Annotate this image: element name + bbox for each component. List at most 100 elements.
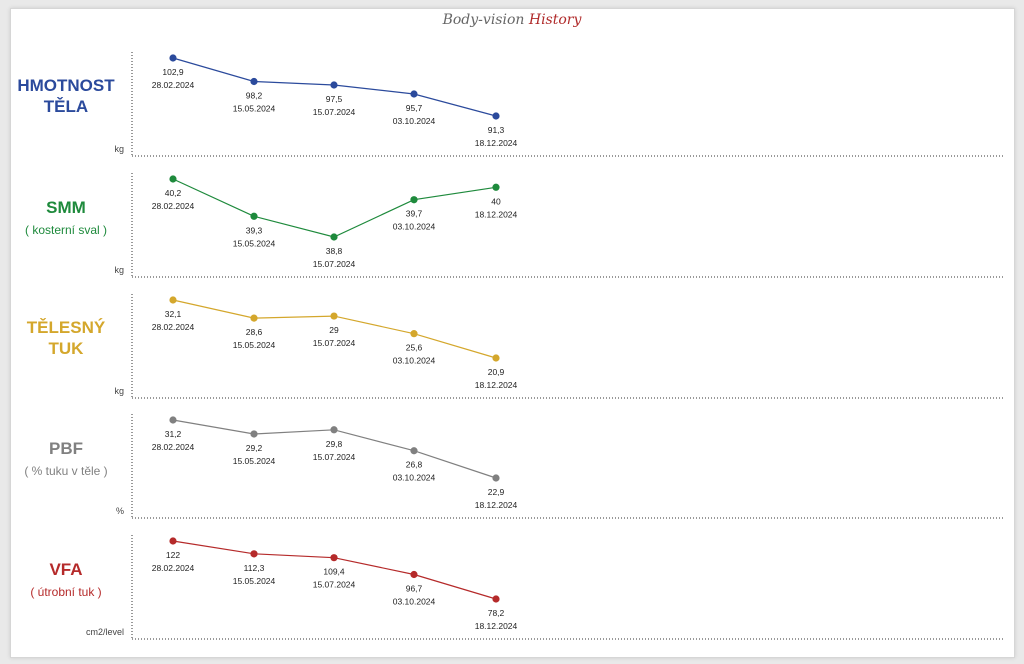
date-label: 15.05.2024: [233, 104, 276, 114]
data-label: 39,7: [406, 209, 423, 219]
data-point: [169, 416, 177, 424]
date-label: 15.07.2024: [313, 259, 356, 269]
data-label: 78,2: [488, 608, 505, 618]
data-label: 98,2: [246, 91, 263, 101]
data-point: [492, 183, 500, 191]
data-label: 20,9: [488, 367, 505, 377]
data-point: [330, 312, 338, 320]
data-label: 32,1: [165, 309, 182, 319]
data-label: 95,7: [406, 103, 423, 113]
panel-label-4: VFA ( útrobní tuk ): [0, 559, 132, 600]
data-label: 26,8: [406, 460, 423, 470]
data-point: [250, 550, 258, 558]
data-point: [492, 595, 500, 603]
data-point: [250, 430, 258, 438]
data-label: 40,2: [165, 188, 182, 198]
panel-title: VFA: [49, 559, 83, 579]
date-label: 15.07.2024: [313, 338, 356, 348]
data-label: 39,3: [246, 225, 263, 235]
header-title-part2: History: [528, 12, 582, 28]
unit-label: kg: [114, 144, 124, 154]
panel-title: HMOTNOST TĚLA: [17, 76, 115, 116]
chart-panel-2: 32,1 28.02.2024 28,6 15.05.2024 29 15.07.2024…: [131, 294, 1004, 399]
date-label: 03.10.2024: [393, 356, 436, 366]
data-point: [492, 354, 500, 362]
date-label: 03.10.2024: [393, 597, 436, 607]
date-label: 18.12.2024: [475, 209, 518, 219]
chart-panel-3: 31,2 28.02.2024 29,2 15.05.2024 29,8 15.07.20…: [131, 414, 1004, 519]
data-point: [250, 212, 258, 220]
data-point: [169, 54, 177, 62]
panel-label-3: PBF ( % tuku v těle ): [0, 438, 132, 479]
data-label: 31,2: [165, 429, 182, 439]
unit-label: %: [115, 506, 124, 516]
date-label: 18.12.2024: [475, 380, 518, 390]
data-point: [330, 426, 338, 434]
panel-subtitle: ( útrobní tuk ): [30, 584, 102, 599]
unit-label: cm2/level: [85, 627, 124, 637]
panel-label-1: SMM ( kosterní sval ): [0, 197, 132, 238]
date-label: 28.02.2024: [152, 201, 195, 211]
unit-label: kg: [114, 386, 124, 396]
date-label: 18.12.2024: [475, 621, 518, 631]
date-label: 28.02.2024: [152, 563, 195, 573]
date-label: 15.05.2024: [233, 576, 276, 586]
data-label: 28,6: [246, 327, 263, 337]
data-label: 40: [491, 196, 501, 206]
chart-panel-0: 102,9 28.02.2024 98,2 15.05.2024 97,5 15.07.2…: [131, 52, 1004, 157]
date-label: 15.07.2024: [313, 580, 356, 590]
data-label: 96,7: [406, 584, 423, 594]
panel-title: TĚLESNÝ TUK: [26, 318, 106, 358]
panel-title: PBF: [49, 438, 83, 458]
data-label: 38,8: [326, 246, 343, 256]
date-label: 03.10.2024: [393, 116, 436, 126]
chart-panel-4: 122 28.02.2024 112,3 15.05.2024 109,4 15.07.2…: [131, 535, 1004, 640]
date-label: 15.07.2024: [313, 452, 356, 462]
date-label: 28.02.2024: [152, 322, 195, 332]
data-point: [169, 175, 177, 183]
data-label: 112,3: [244, 563, 265, 573]
unit-label: kg: [114, 265, 124, 275]
panel-subtitle: ( kosterní sval ): [24, 222, 108, 237]
date-label: 03.10.2024: [393, 473, 436, 483]
data-point: [492, 112, 500, 120]
chart-panel-1: 40,2 28.02.2024 39,3 15.05.2024 38,8 15.07.20…: [131, 173, 1004, 278]
data-point: [330, 554, 338, 562]
data-label: 29: [329, 325, 339, 335]
data-point: [410, 196, 418, 204]
chart-frame: [10, 8, 1015, 658]
data-label: 102,9: [162, 67, 184, 77]
header-title-part1: Body-vision: [442, 12, 525, 28]
data-point: [169, 296, 177, 304]
data-label: 97,5: [326, 94, 343, 104]
data-label: 29,8: [326, 439, 343, 449]
series-line: [172, 178, 497, 238]
panel-title: SMM: [46, 197, 86, 217]
date-label: 15.05.2024: [233, 238, 276, 248]
date-label: 15.07.2024: [313, 107, 356, 117]
data-label: 29,2: [246, 443, 263, 453]
date-label: 28.02.2024: [152, 80, 195, 90]
chart-header: Body-vision History: [0, 12, 1024, 28]
data-point: [250, 314, 258, 322]
panel-label-0: HMOTNOST TĚLA: [0, 75, 132, 117]
data-point: [250, 77, 258, 86]
data-label: 22,9: [488, 487, 505, 497]
date-label: 18.12.2024: [475, 138, 518, 148]
data-label: 25,6: [406, 343, 423, 353]
panel-subtitle: ( % tuku v těle ): [24, 463, 108, 478]
data-point: [169, 537, 177, 545]
data-point: [330, 81, 338, 89]
date-label: 15.05.2024: [233, 456, 276, 466]
data-point: [410, 90, 418, 98]
date-label: 15.05.2024: [233, 340, 276, 350]
data-label: 91,3: [488, 125, 505, 135]
date-label: 28.02.2024: [152, 442, 195, 452]
date-label: 03.10.2024: [393, 222, 436, 232]
date-label: 18.12.2024: [475, 500, 518, 510]
data-label: 122: [166, 550, 180, 560]
panel-label-2: TĚLESNÝ TUK: [0, 317, 132, 359]
data-point: [330, 233, 338, 241]
data-label: 109,4: [323, 567, 345, 577]
